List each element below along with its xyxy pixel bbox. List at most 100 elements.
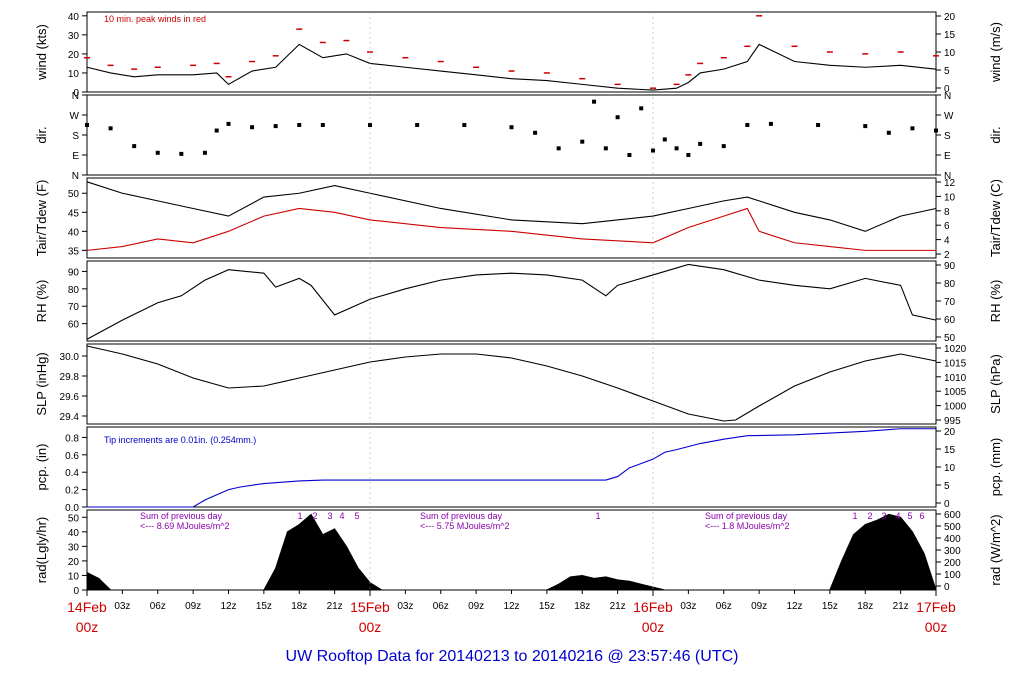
data-point: [297, 123, 302, 127]
y-tick-label-right: 2: [944, 250, 950, 261]
data-point: [533, 130, 538, 135]
data-point: [462, 123, 467, 127]
y-tick-label-left: N: [72, 91, 79, 102]
series-line: [86, 345, 937, 422]
y-tick-label-right: 200: [944, 558, 961, 569]
y-axis-label-left: Tair/Tdew (F): [34, 180, 49, 257]
y-tick-label-right: 1020: [944, 344, 967, 355]
y-tick-label-right: 0: [944, 499, 950, 510]
y-axis-label-left: wind (kts): [34, 24, 49, 81]
y-tick-label-left: 45: [68, 208, 80, 219]
data-point: [250, 125, 255, 130]
radiation-marker: 5: [907, 511, 912, 521]
data-point: [214, 128, 219, 133]
y-tick-label-left: E: [72, 151, 79, 162]
data-point: [662, 137, 667, 142]
y-tick-label-right: 10: [944, 192, 956, 203]
data-point: [910, 126, 915, 131]
y-tick-label-right: 400: [944, 534, 961, 545]
y-tick-label-left: 10: [68, 571, 80, 582]
x-tick-label: 03z: [114, 601, 130, 612]
data-point: [368, 123, 372, 127]
y-tick-label-left: 30.0: [60, 352, 80, 363]
y-tick-label-right: E: [944, 151, 951, 162]
radiation-marker: 3: [327, 511, 332, 521]
radiation-note: <--- 8.69 MJoules/m^2: [140, 521, 230, 531]
panel-frame: [86, 11, 937, 93]
y-tick-label-left: 30: [68, 542, 80, 553]
radiation-marker: 6: [919, 511, 924, 521]
y-tick-label-right: 1005: [944, 387, 967, 398]
radiation-note: <--- 1.8 MJoules/m^2: [705, 521, 790, 531]
series-line: [86, 263, 937, 340]
panel-wind: 0 10 20 30 40 0 5 10 15 20 wind (kts) wind (m/s) 10 …: [34, 11, 1003, 99]
series-line: [86, 207, 936, 251]
radiation-marker: 1: [852, 511, 857, 521]
data-point: [580, 139, 585, 144]
y-tick-label-left: 35: [68, 246, 80, 257]
y-tick-label-right: N: [944, 171, 951, 182]
y-axis-label-right: SLP (hPa): [988, 354, 1003, 414]
x-tick-label: 12z: [786, 601, 802, 612]
radiation-marker: 4: [339, 511, 344, 521]
data-point: [132, 144, 137, 149]
y-tick-label-left: 90: [68, 267, 80, 278]
data-point: [627, 153, 632, 157]
data-point: [202, 150, 207, 155]
day-label-date: 16Feb: [633, 599, 673, 615]
y-tick-label-right: N: [944, 91, 951, 102]
annotation: Tip increments are 0.01in. (0.254mm.): [104, 435, 256, 445]
series-line: [86, 43, 937, 91]
x-tick-label: 12z: [503, 601, 519, 612]
y-tick-label-left: 0.8: [65, 433, 79, 444]
panel-rh: 60 70 80 90 50 60 70 80 90 RH (%) RH (%): [34, 260, 1003, 344]
y-tick-label-right: 10: [944, 463, 956, 474]
x-tick-label: 18z: [857, 601, 873, 612]
radiation-marker: 2: [867, 511, 872, 521]
data-point: [273, 124, 278, 129]
x-tick-label: 09z: [751, 601, 767, 612]
x-tick-label: 21z: [893, 601, 909, 612]
data-point: [415, 123, 420, 127]
y-tick-label-right: 70: [944, 297, 956, 308]
panel-frame: [86, 343, 937, 425]
x-tick-label: 06z: [150, 601, 166, 612]
y-tick-label-right: 12: [944, 178, 956, 189]
y-tick-label-left: 0.0: [65, 503, 79, 514]
y-axis-label-right: RH (%): [988, 280, 1003, 323]
y-axis-label-right: wind (m/s): [988, 22, 1003, 83]
x-tick-label: 09z: [468, 601, 484, 612]
y-tick-label-left: 40: [68, 12, 80, 23]
data-point: [768, 121, 773, 126]
data-point: [745, 123, 750, 127]
y-tick-label-right: 15: [944, 445, 956, 456]
y-tick-label-left: 10: [68, 69, 80, 80]
y-tick-label-right: 995: [944, 416, 961, 427]
y-tick-label-right: 600: [944, 510, 961, 521]
day-label-hour: 00z: [925, 619, 948, 635]
x-tick-label: 06z: [433, 601, 449, 612]
data-point: [603, 146, 608, 151]
series-line: [87, 428, 936, 508]
data-point: [226, 121, 231, 126]
y-tick-label-left: 20: [68, 557, 80, 568]
data-point: [698, 141, 703, 146]
panel-pcp-: 0.0 0.2 0.4 0.6 0.8 0 5 10 15 20 pcp. (in) pcp. (mm…: [34, 426, 1003, 514]
x-tick-label: 15z: [256, 601, 272, 612]
y-tick-label-right: 1000: [944, 402, 967, 413]
series-line: [86, 181, 937, 232]
y-tick-label-left: 40: [68, 227, 80, 238]
y-tick-label-right: S: [944, 131, 951, 142]
y-axis-label-right: rad (W/m^2): [988, 514, 1003, 585]
day-label-hour: 00z: [642, 619, 665, 635]
y-tick-label-left: 50: [68, 189, 80, 200]
y-tick-label-right: 80: [944, 279, 956, 290]
y-tick-label-right: 15: [944, 30, 956, 41]
y-tick-label-left: 0: [73, 88, 79, 99]
panel-frame: [86, 177, 937, 259]
radiation-note: <--- 5.75 MJoules/m^2: [420, 521, 510, 531]
y-tick-label-left: N: [72, 171, 79, 182]
y-axis-label-left: RH (%): [34, 280, 49, 323]
